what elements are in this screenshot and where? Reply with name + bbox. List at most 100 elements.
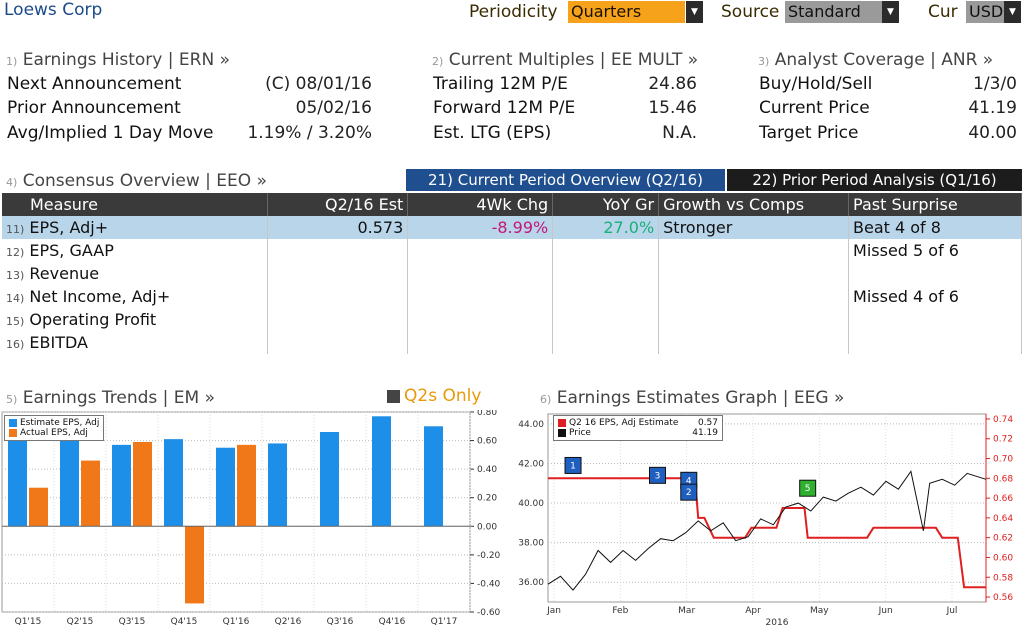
y-right-tick-label: 0.56 bbox=[993, 593, 1013, 603]
table-row[interactable]: 11) EPS, Adj+ 0.573 -8.99% 27.0% Stronge… bbox=[2, 216, 1022, 239]
trends-legend: Estimate EPS, Adj Actual EPS, Adj bbox=[4, 415, 105, 441]
x-tick-label: Q1'15 bbox=[15, 617, 42, 627]
event-marker-label: 4 bbox=[686, 476, 692, 486]
row-number: 15) bbox=[6, 315, 25, 328]
source-dropdown[interactable]: Standard bbox=[785, 1, 882, 23]
periodicity-dropdown[interactable]: Quarters bbox=[568, 1, 685, 23]
measure-cell: EPS, Adj+ bbox=[29, 218, 109, 237]
comps-cell bbox=[658, 331, 850, 354]
legend-item-estimate: Estimate EPS, Adj bbox=[9, 418, 99, 428]
comps-cell: Stronger bbox=[658, 216, 850, 239]
y-tick-label: 0.20 bbox=[477, 494, 497, 504]
est-cell: 0.573 bbox=[267, 216, 409, 239]
earnings-trends-chart[interactable]: 0.80 0.60 0.40 0.20 0.00 -0.20 -0.40 -0.60 Q1'15… bbox=[0, 410, 510, 631]
y-left-tick-label: 40.00 bbox=[518, 499, 544, 509]
col-header-est[interactable]: Q2/16 Est bbox=[267, 193, 409, 216]
legend-item-price: Price 41.19 bbox=[558, 428, 718, 438]
y-right-tick-label: 0.64 bbox=[993, 514, 1013, 524]
table-row[interactable]: 16) EBITDA bbox=[2, 331, 1022, 354]
avg-implied-move-label: Avg/Implied 1 Day Move bbox=[7, 123, 214, 143]
tab-current-period[interactable]: 21) Current Period Overview (Q2/16) bbox=[406, 169, 725, 191]
table-row[interactable]: 15) Operating Profit bbox=[2, 308, 1022, 331]
measure-cell: EBITDA bbox=[29, 333, 88, 352]
bar-estimate bbox=[164, 439, 183, 527]
tab-prior-period[interactable]: 22) Prior Period Analysis (Q1/16) bbox=[727, 169, 1022, 191]
x-tick-label: Q4'16 bbox=[379, 617, 406, 627]
legend-value: 41.19 bbox=[692, 428, 718, 438]
x-tick-label: Q2'16 bbox=[275, 617, 302, 627]
estimates-graph-chart[interactable]: 44.00 42.00 40.00 38.00 36.00 0.74 0.72 0.70 0.6… bbox=[514, 410, 1024, 631]
yoy-cell: 27.0% bbox=[552, 216, 660, 239]
estimates-graph-header[interactable]: 6) Earnings Estimates Graph | EEG » bbox=[540, 388, 844, 408]
currency-dropdown-arrow-icon[interactable]: ▼ bbox=[1004, 1, 1021, 23]
bar-estimate bbox=[424, 426, 443, 527]
row-number: 12) bbox=[6, 246, 25, 259]
event-marker-label: 1 bbox=[570, 461, 576, 471]
comps-cell bbox=[658, 308, 850, 331]
chg-cell bbox=[407, 285, 554, 308]
col-header-4wk-chg[interactable]: 4Wk Chg bbox=[407, 193, 554, 216]
x-tick-label: Q1'16 bbox=[223, 617, 250, 627]
y-left-tick-label: 36.00 bbox=[518, 578, 544, 588]
table-row[interactable]: 12) EPS, GAAP Missed 5 of 6 bbox=[2, 239, 1022, 262]
est-cell bbox=[267, 262, 409, 285]
event-marker-icon bbox=[680, 483, 698, 501]
comps-cell bbox=[658, 262, 850, 285]
estimates-legend: Q2 16 EPS, Adj Estimate 0.57 Price 41.19 bbox=[553, 415, 723, 441]
chg-cell bbox=[407, 331, 554, 354]
q2s-only-checkbox-icon[interactable] bbox=[387, 390, 400, 403]
table-row[interactable]: 14) Net Income, Adj+ Missed 4 of 6 bbox=[2, 285, 1022, 308]
consensus-overview-header[interactable]: 4) Consensus Overview | EEO » bbox=[6, 171, 267, 191]
buy-hold-sell-label: Buy/Hold/Sell bbox=[759, 74, 873, 94]
yoy-cell bbox=[552, 308, 660, 331]
x-year-label: 2016 bbox=[766, 618, 789, 628]
legend-swatch-icon bbox=[558, 418, 566, 427]
event-marker-label: 5 bbox=[805, 484, 811, 494]
periodicity-dropdown-arrow-icon[interactable]: ▼ bbox=[686, 1, 703, 23]
est-ltg-value: N.A. bbox=[662, 123, 697, 143]
y-right-tick-label: 0.66 bbox=[993, 494, 1013, 504]
current-price-label: Current Price bbox=[759, 98, 870, 118]
current-multiples-header[interactable]: 2) Current Multiples | EE MULT » bbox=[432, 50, 698, 70]
bar-estimate bbox=[216, 447, 235, 527]
x-tick-label: Q3'15 bbox=[119, 617, 146, 627]
chg-cell: -8.99% bbox=[407, 216, 554, 239]
next-announcement-value: (C) 08/01/16 bbox=[265, 74, 372, 94]
source-dropdown-arrow-icon[interactable]: ▼ bbox=[882, 1, 899, 23]
col-header-yoy-gr[interactable]: YoY Gr bbox=[552, 193, 660, 216]
earnings-trends-header[interactable]: 5) Earnings Trends | EM » bbox=[6, 388, 215, 408]
source-label: Source bbox=[721, 2, 780, 22]
surprise-cell: Beat 4 of 8 bbox=[848, 216, 1022, 239]
col-header-past-surprise[interactable]: Past Surprise bbox=[848, 193, 1022, 216]
section-number: 1) bbox=[6, 55, 18, 68]
analyst-coverage-header[interactable]: 3) Analyst Coverage | ANR » bbox=[758, 50, 993, 70]
bar-estimate bbox=[8, 437, 27, 527]
x-tick-label: Feb bbox=[612, 606, 628, 616]
bar-actual bbox=[133, 442, 152, 527]
earnings-history-header[interactable]: 1) Earnings History | ERN » bbox=[6, 50, 230, 70]
x-tick-label: Q2'15 bbox=[67, 617, 94, 627]
x-tick-label: Q4'15 bbox=[171, 617, 198, 627]
consensus-table: Measure Q2/16 Est 4Wk Chg YoY Gr Growth … bbox=[2, 193, 1022, 354]
legend-swatch-icon bbox=[9, 428, 17, 437]
surprise-cell bbox=[848, 262, 1022, 285]
estimates-graph-title: Earnings Estimates Graph | EEG » bbox=[556, 388, 845, 408]
y-tick-label: 0.60 bbox=[477, 437, 497, 447]
q2s-only-label[interactable]: Q2s Only bbox=[404, 386, 482, 406]
periodicity-label: Periodicity bbox=[469, 2, 558, 22]
col-header-growth-vs-comps[interactable]: Growth vs Comps bbox=[658, 193, 850, 216]
bar-actual bbox=[29, 487, 48, 527]
col-header-measure[interactable]: Measure bbox=[2, 193, 269, 216]
y-right-tick-label: 0.72 bbox=[993, 435, 1013, 445]
current-multiples-title: Current Multiples | EE MULT » bbox=[448, 50, 699, 70]
section-number: 4) bbox=[6, 176, 18, 189]
chg-cell bbox=[407, 239, 554, 262]
table-row[interactable]: 13) Revenue bbox=[2, 262, 1022, 285]
section-number: 5) bbox=[6, 393, 18, 406]
legend-label: Q2 16 EPS, Adj Estimate bbox=[569, 418, 679, 428]
bar-actual bbox=[81, 460, 100, 527]
event-marker-icon bbox=[799, 479, 817, 497]
y-tick-label: -0.20 bbox=[477, 551, 501, 561]
currency-dropdown[interactable]: USD bbox=[966, 1, 1004, 23]
trailing-pe-label: Trailing 12M P/E bbox=[433, 74, 568, 94]
